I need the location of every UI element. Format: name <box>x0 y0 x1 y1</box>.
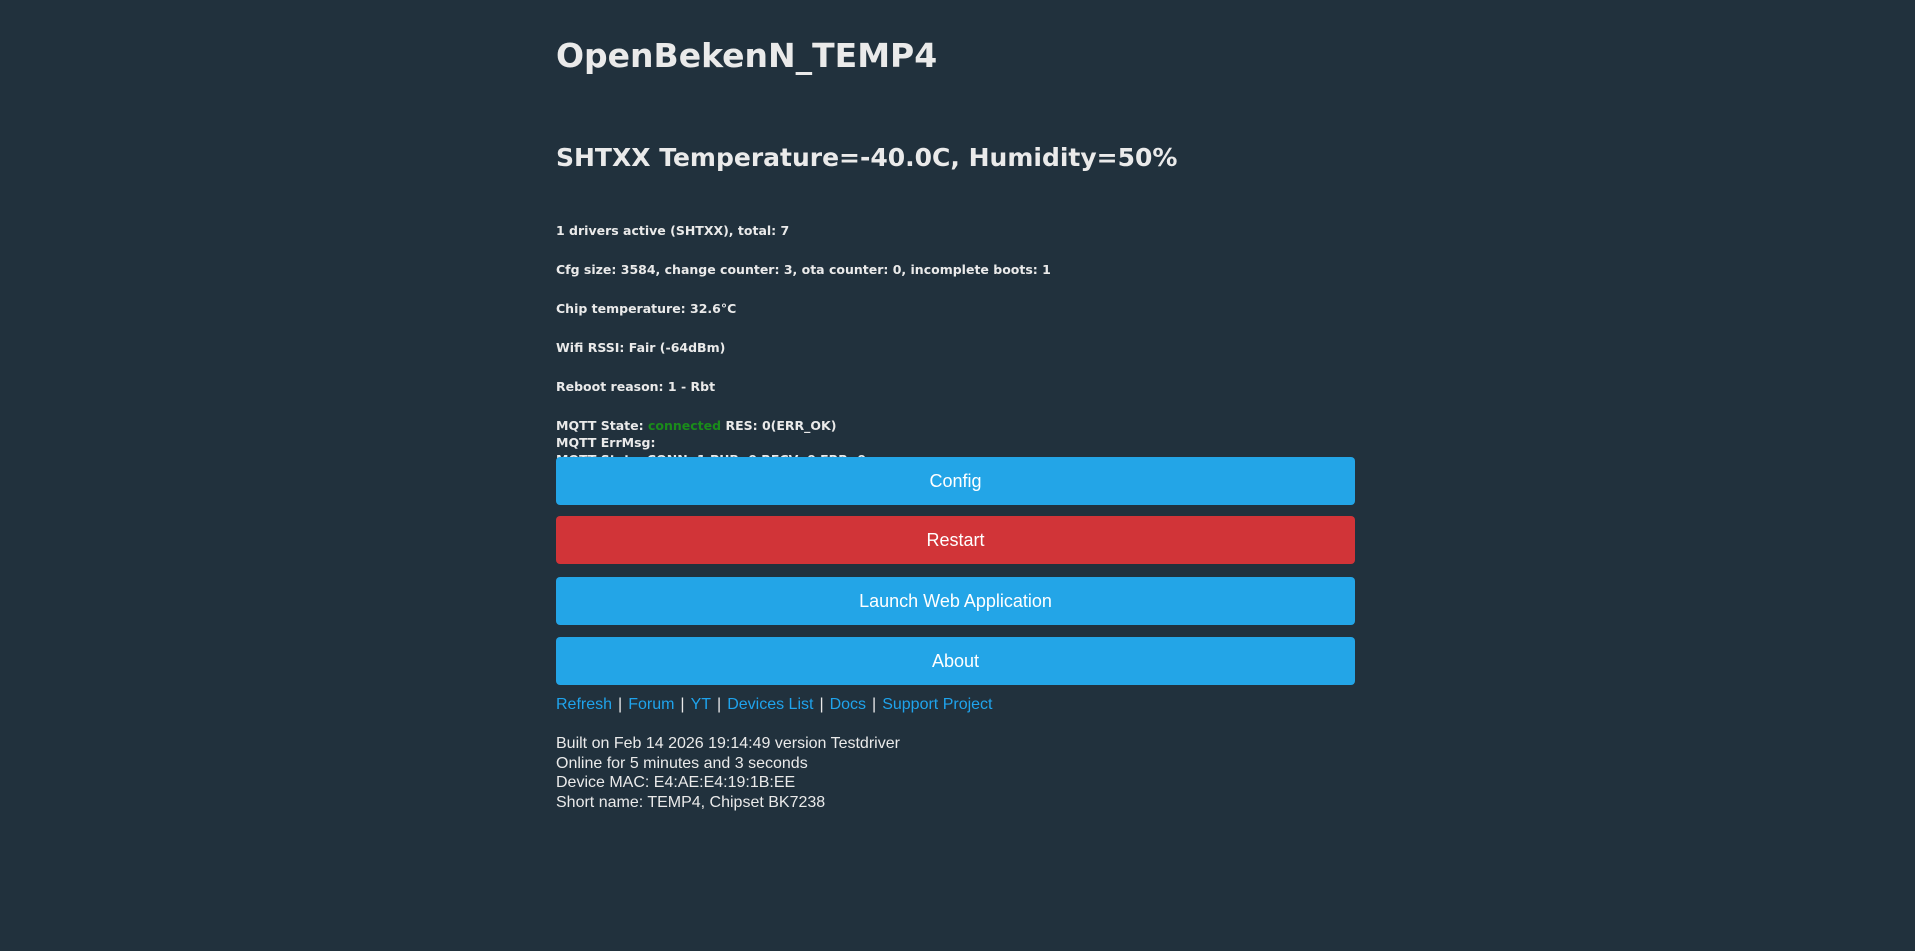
device-mac: Device MAC: E4:AE:E4:19:1B:EE <box>556 774 796 791</box>
page-title: OpenBekenN_TEMP4 <box>556 36 938 75</box>
mqtt-state: MQTT State: connected RES: 0(ERR_OK) <box>556 417 866 434</box>
short-name: Short name: TEMP4, Chipset BK7238 <box>556 793 826 811</box>
mqtt-state-label: MQTT State: <box>556 418 644 433</box>
separator: | <box>872 696 877 713</box>
launch-web-app-button[interactable]: Launch Web Application <box>556 577 1355 625</box>
separator: | <box>819 696 824 713</box>
mqtt-res: RES: 0(ERR_OK) <box>725 418 837 433</box>
link-forum[interactable]: Forum <box>628 696 675 713</box>
restart-button[interactable]: Restart <box>556 516 1355 564</box>
footer-links: Refresh | Forum | YT | Devices List | Docs | Suppo… <box>556 696 992 714</box>
link-docs[interactable]: Docs <box>829 696 867 713</box>
device-footer: Built on Feb 14 2026 19:14:49 version Te… <box>556 734 900 812</box>
about-button[interactable]: About <box>556 637 1355 685</box>
config-button[interactable]: Config <box>556 457 1355 505</box>
drivers-info: 1 drivers active (SHTXX), total: 7 <box>556 223 790 238</box>
mqtt-errmsg: MQTT ErrMsg: <box>556 435 656 450</box>
link-support-project[interactable]: Support Project <box>882 696 993 713</box>
separator: | <box>717 696 722 713</box>
chip-temperature: Chip temperature: 32.6°C <box>556 301 737 316</box>
link-devices-list[interactable]: Devices List <box>727 696 814 713</box>
build-info: Built on Feb 14 2026 19:14:49 version Te… <box>556 735 900 752</box>
cfg-info: Cfg size: 3584, change counter: 3, ota c… <box>556 262 1051 277</box>
separator: | <box>618 696 623 713</box>
sensor-reading: SHTXX Temperature=-40.0C, Humidity=50% <box>556 143 1178 172</box>
link-yt[interactable]: YT <box>690 696 712 713</box>
wifi-rssi: Wifi RSSI: Fair (-64dBm) <box>556 340 726 355</box>
reboot-reason: Reboot reason: 1 - Rbt <box>556 379 716 394</box>
uptime: Online for 5 minutes and 3 seconds <box>556 754 808 772</box>
mqtt-state-value: connected <box>647 418 722 433</box>
separator: | <box>680 696 685 713</box>
link-refresh[interactable]: Refresh <box>556 696 613 713</box>
